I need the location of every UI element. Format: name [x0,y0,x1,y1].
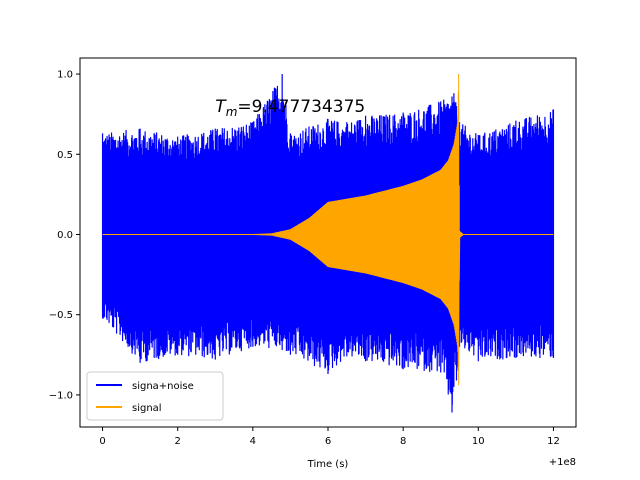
x-tick-label: 6 [325,436,331,447]
x-tick-label: 12 [547,436,560,447]
y-axis: −1.0 −0.5 0.0 0.5 1.0 [49,70,80,401]
x-tick-label: 8 [400,436,406,447]
annotation-subscript: m [226,105,238,119]
series-line-signal [102,74,554,386]
y-tick-label: 0.5 [57,150,73,161]
x-axis-label: Time (s) [307,459,349,470]
x-tick-label: 10 [472,436,485,447]
legend-label-signa-noise: signa+noise [132,381,194,392]
y-tick-label: 1.0 [57,70,73,81]
y-tick-label: −1.0 [49,390,73,401]
annotation-tm: Tm=9.477734375 [215,97,365,119]
x-axis-offset-label: +1e8 [549,457,576,468]
x-tick-label: 4 [250,436,256,447]
x-tick-label: 2 [175,436,181,447]
annotation-symbol: T [215,97,227,117]
x-tick-label: 0 [99,436,105,447]
y-tick-label: −0.5 [49,310,73,321]
annotation-value: =9.477734375 [237,97,365,117]
x-axis: 0 2 4 6 8 10 12 [99,427,560,447]
y-tick-label: 0.0 [57,230,73,241]
legend-label-signal: signal [132,403,162,414]
legend: signa+noise signal [86,371,224,421]
series-layer [101,74,555,413]
